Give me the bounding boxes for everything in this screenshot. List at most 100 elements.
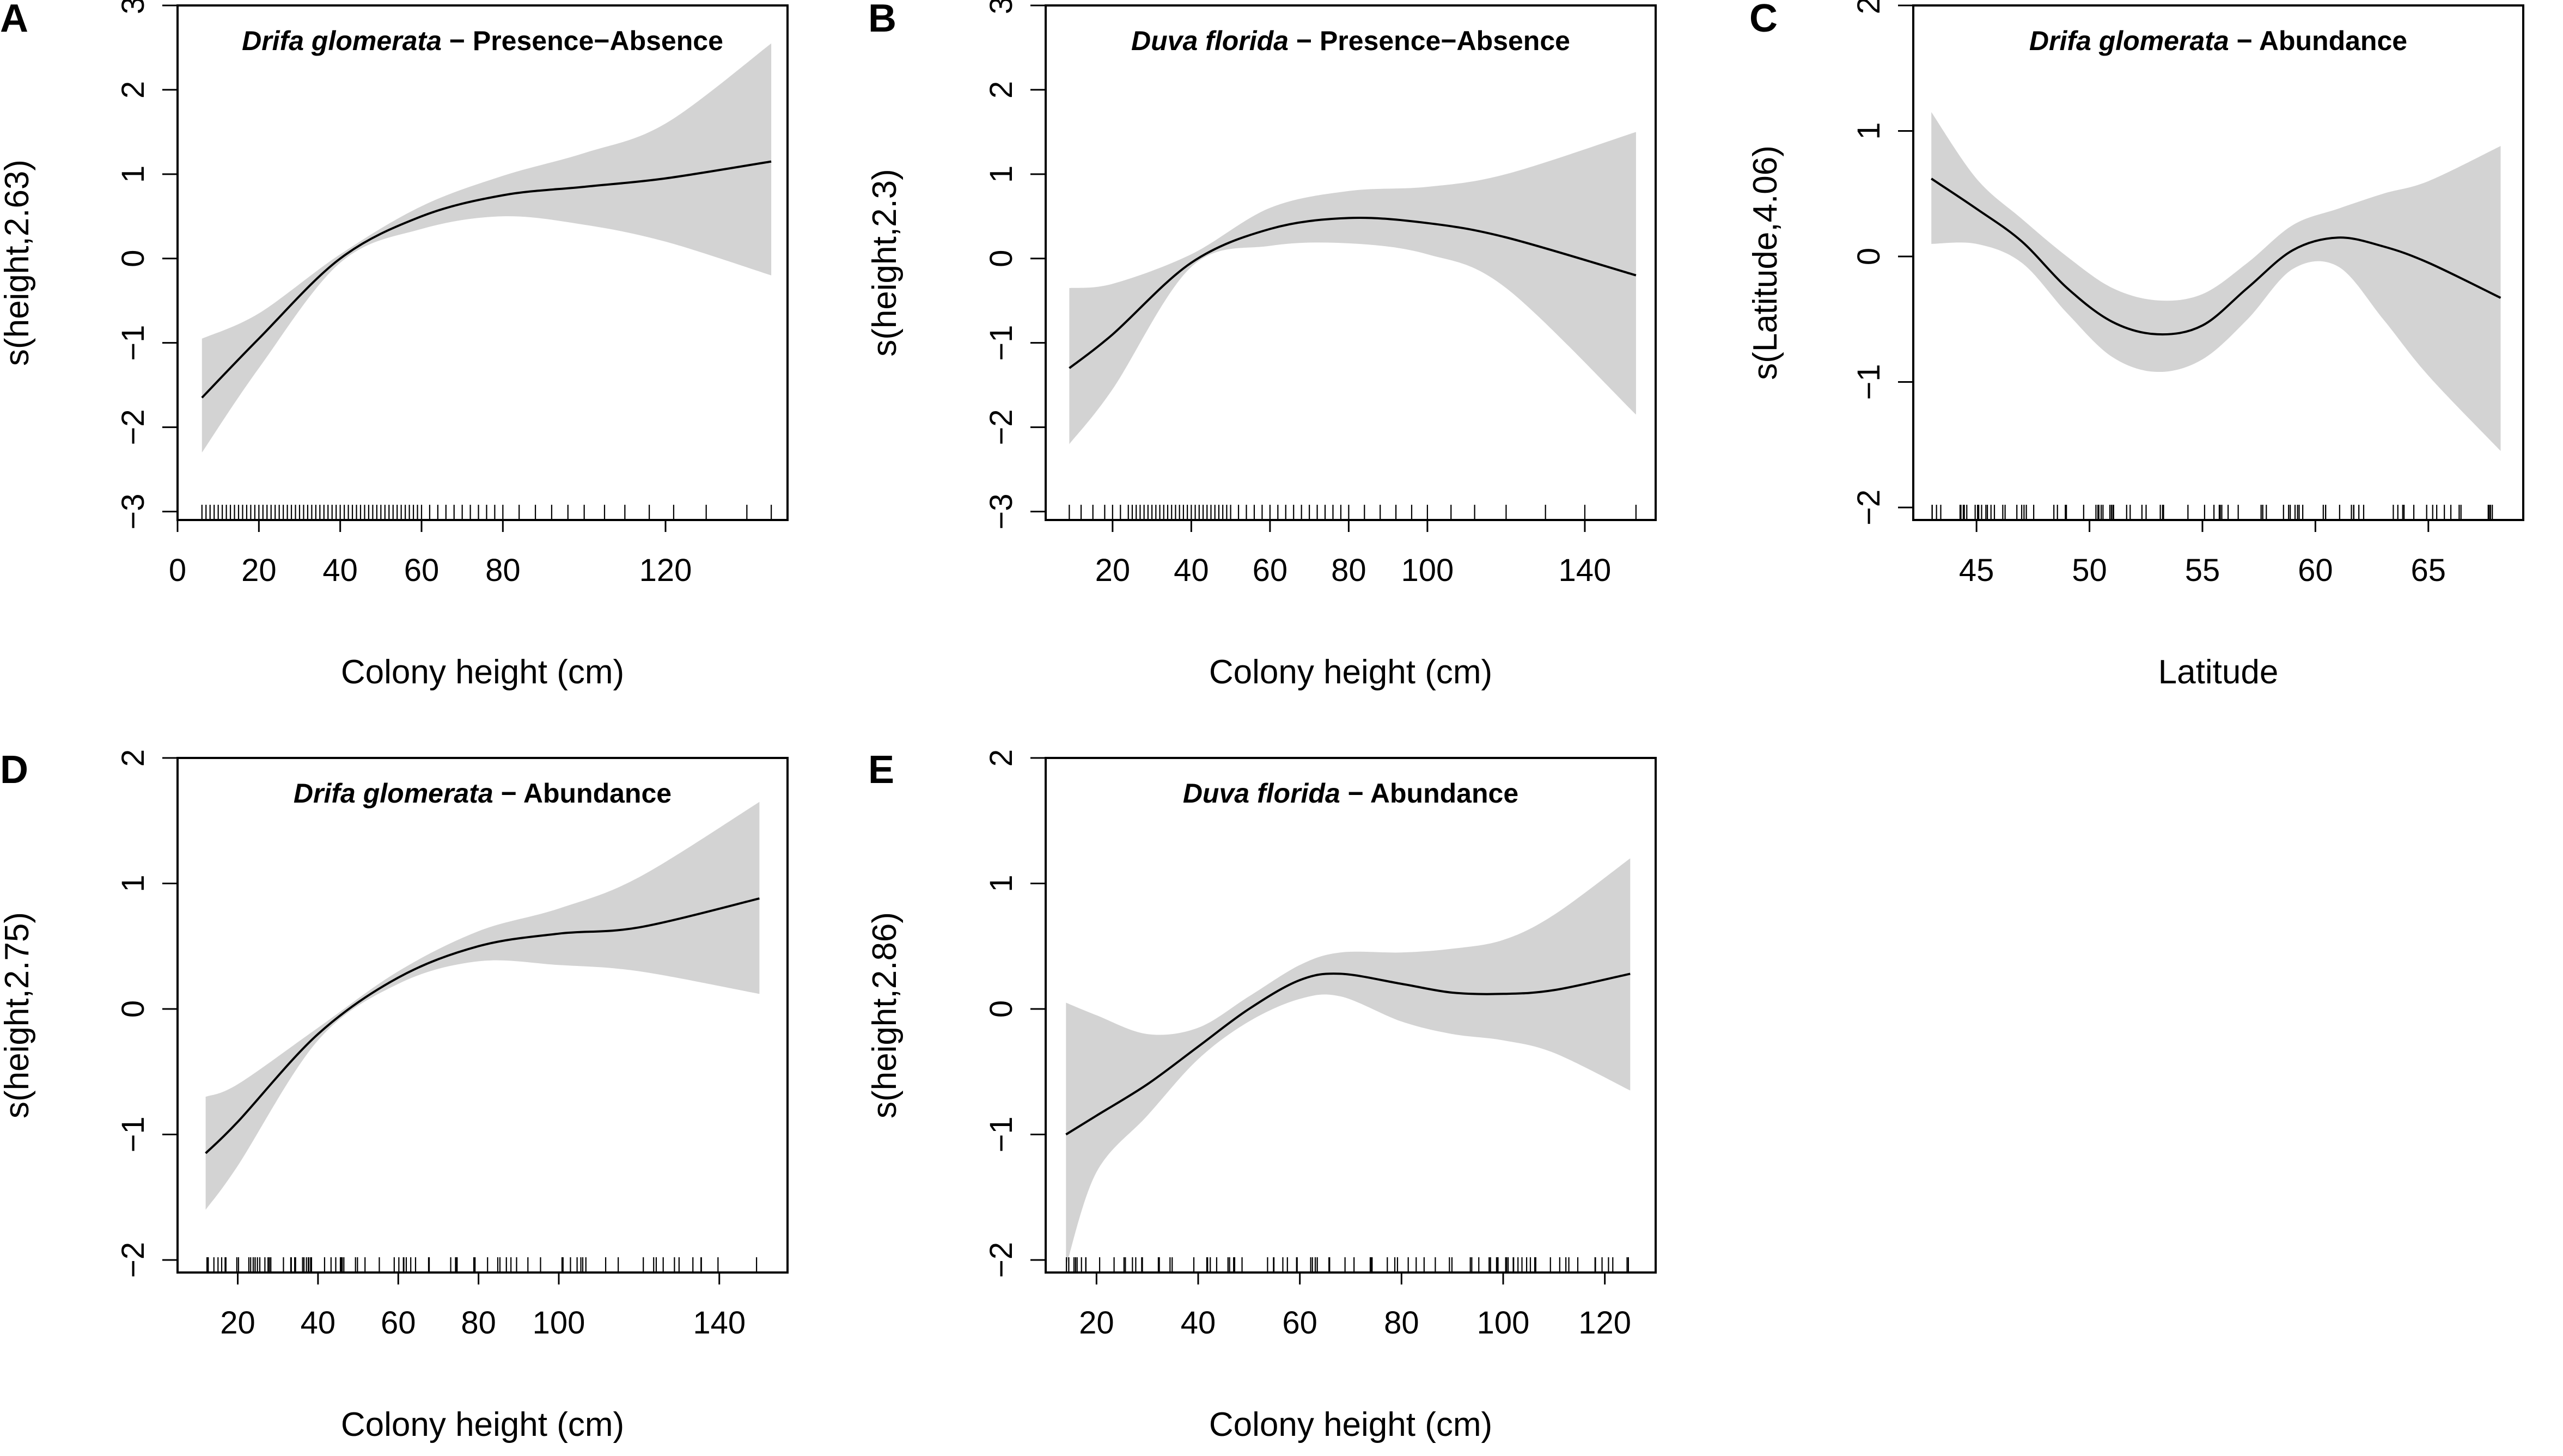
panel-title-species: Duva florida [1131,26,1289,56]
y-tick-label: 0 [115,1000,151,1018]
confidence-band [1066,858,1631,1267]
panel-title-species: Duva florida [1183,778,1340,809]
x-axis-label: Colony height (cm) [1209,653,1492,691]
x-tick-label: 60 [1282,1305,1317,1341]
y-axis-label: s(height,2.3) [866,169,904,357]
y-tick-label: 3 [984,0,1019,14]
y-tick-label: 1 [115,874,151,892]
x-tick-label: 80 [461,1305,496,1341]
x-tick-label: 100 [1401,553,1454,588]
plot-frame [176,757,789,1274]
panel-title: Drifa glomerata − Abundance [294,778,672,809]
panel-title-rest: − Abundance [1340,778,1518,809]
x-tick-label: 100 [1477,1305,1530,1341]
confidence-band [1931,112,2501,451]
x-tick-label: 140 [693,1305,746,1341]
panel-a: 0 20 40 60 80 120 −3 −2 −1 0 1 2 3 A Drifa glomerata … [0,0,789,691]
x-axis-label: Colony height (cm) [341,1406,624,1443]
x-tick-label: 40 [1181,1305,1216,1341]
x-tick-label: 60 [1253,553,1288,588]
y-tick-label: −2 [984,1242,1019,1278]
x-axis-label: Colony height (cm) [341,653,624,691]
x-tick-label: 20 [220,1305,255,1341]
x-tick-label: 140 [1559,553,1612,588]
x-tick-label: 50 [2072,553,2107,588]
x-tick-label: 40 [301,1305,336,1341]
x-tick-label: 80 [1331,553,1366,588]
y-tick-label: 2 [115,81,151,99]
y-tick-label: −3 [115,493,151,529]
panel-c: 45 50 55 60 65 −2 −1 0 1 2 C Drifa glomerata − Abu… [1747,0,2524,691]
panel-title-rest: − Presence−Absence [1289,26,1570,56]
x-tick-label: 40 [1174,553,1209,588]
plot-frame [176,4,789,521]
y-tick-label: −1 [115,325,151,361]
panel-letter: A [0,0,28,40]
panel-title: Duva florida − Presence−Absence [1131,26,1570,56]
y-tick-label: 0 [984,250,1019,267]
y-tick-label: −2 [115,409,151,445]
panel-d: 20 40 60 80 100 140 −2 −1 0 1 2 D Drifa glomerata −… [0,748,789,1443]
x-tick-label: 20 [1079,1305,1114,1341]
fitted-line [1069,217,1637,369]
panel-title: Drifa glomerata − Presence−Absence [242,26,723,56]
x-tick-label: 80 [485,553,521,588]
y-axis-label: s(height,2.86) [866,912,904,1118]
x-tick-label: 80 [1384,1305,1419,1341]
x-tick-label: 55 [2185,553,2220,588]
y-axis-label: s(height,2.63) [0,160,36,366]
fitted-line [1931,178,2501,336]
panel-title-species: Drifa glomerata [242,26,442,56]
x-tick-label: 60 [404,553,440,588]
y-tick-label: 0 [1851,248,1887,265]
x-tick-label: 65 [2411,553,2446,588]
confidence-band [205,802,760,1210]
y-tick-label: 0 [115,250,151,267]
panel-title-species: Drifa glomerata [2029,26,2229,56]
panel-title-rest: − Presence−Absence [442,26,723,56]
x-tick-label: 0 [169,553,186,588]
y-tick-label: −3 [984,493,1019,529]
x-tick-label: 60 [2298,553,2333,588]
y-tick-label: −2 [1851,490,1887,525]
y-tick-label: 1 [1851,122,1887,139]
x-tick-label: 120 [639,553,692,588]
x-tick-label: 40 [322,553,358,588]
panel-letter: C [1749,0,1778,40]
panel-letter: D [0,748,28,792]
x-axis-label: Latitude [2158,653,2279,691]
x-tick-label: 20 [241,553,277,588]
y-tick-label: −1 [984,325,1019,361]
panel-letter: E [868,748,894,792]
y-tick-label: −1 [1851,364,1887,400]
confidence-band [1069,132,1636,444]
y-tick-label: −1 [115,1116,151,1152]
y-tick-label: 1 [984,166,1019,183]
panel-title-species: Drifa glomerata [294,778,493,809]
y-axis-label: s(height,2.75) [0,912,36,1118]
y-tick-label: 2 [984,749,1019,767]
fitted-line [205,897,760,1154]
y-tick-label: −2 [115,1242,151,1278]
confidence-band [202,43,772,453]
x-tick-label: 120 [1578,1305,1631,1341]
x-tick-label: 45 [1959,553,1994,588]
x-tick-label: 60 [381,1305,416,1341]
fitted-line [201,160,772,399]
y-tick-label: −1 [984,1116,1019,1152]
panel-b: 20 40 60 80 100 140 −3 −2 −1 0 1 2 3 B Duva florida −… [866,0,1657,691]
x-tick-label: 20 [1095,553,1131,588]
panel-title: Drifa glomerata − Abundance [2029,26,2407,56]
y-axis-label: s(Latitude,4.06) [1747,145,1784,380]
panel-title: Duva florida − Abundance [1183,778,1518,809]
y-tick-label: −2 [984,409,1019,445]
y-tick-label: 2 [115,749,151,767]
panel-title-rest: − Abundance [493,778,672,809]
y-tick-label: 0 [984,1000,1019,1018]
y-tick-label: 2 [984,81,1019,99]
y-tick-label: 1 [115,166,151,183]
panel-letter: B [868,0,896,40]
y-tick-label: 3 [115,0,151,14]
x-axis-label: Colony height (cm) [1209,1406,1492,1443]
